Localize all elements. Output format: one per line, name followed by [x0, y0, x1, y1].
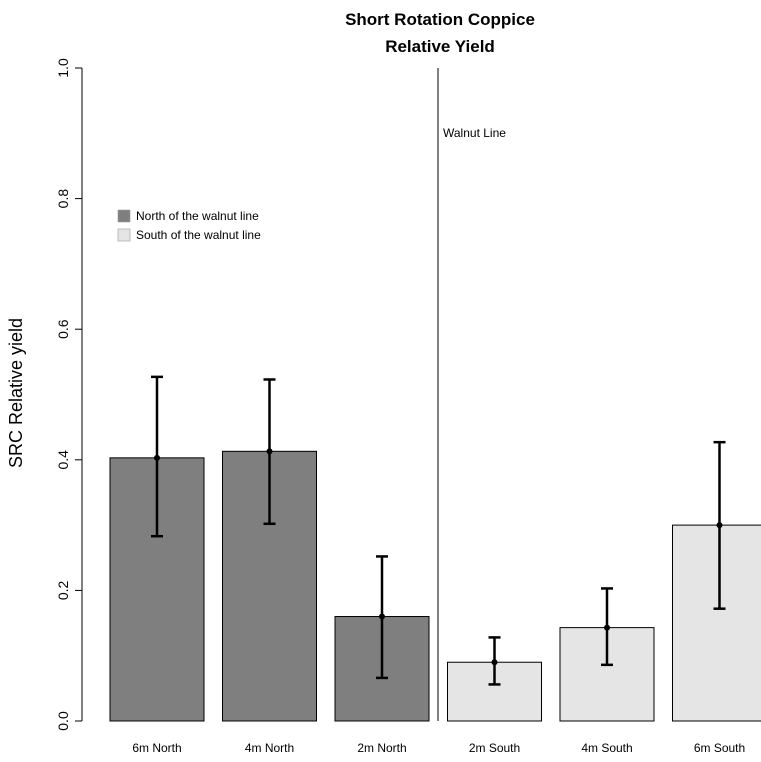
- mean-point: [717, 522, 723, 528]
- mean-point: [154, 455, 160, 461]
- y-axis: 0.0 0.2 0.4 0.6 0.8 1.0: [55, 58, 82, 731]
- legend-swatch-north: [118, 210, 130, 222]
- x-tick-label: 4m South: [581, 741, 632, 755]
- y-axis-label: SRC Relative yield: [6, 318, 26, 468]
- legend-label-south: South of the walnut line: [136, 228, 261, 242]
- y-tick-label: 0.8: [55, 189, 71, 209]
- x-tick-labels: 6m North 4m North 2m North 2m South 4m South…: [132, 741, 745, 755]
- mean-point: [604, 625, 610, 631]
- bar-6m-south: [673, 525, 761, 721]
- mean-point: [492, 659, 498, 665]
- legend-swatch-south: [118, 229, 130, 241]
- y-tick-label: 0.0: [55, 711, 71, 731]
- x-tick-label: 4m North: [245, 741, 294, 755]
- legend-label-north: North of the walnut line: [136, 209, 259, 223]
- mean-point: [267, 448, 273, 454]
- x-tick-label: 2m South: [469, 741, 520, 755]
- x-tick-label: 6m South: [694, 741, 745, 755]
- y-tick-label: 0.6: [55, 319, 71, 339]
- y-tick-label: 1.0: [55, 58, 71, 78]
- y-tick-label: 0.4: [55, 450, 71, 470]
- x-tick-label: 6m North: [132, 741, 181, 755]
- chart-title-line-2: Relative Yield: [385, 37, 495, 56]
- mean-point: [379, 614, 385, 620]
- bars: [110, 451, 761, 721]
- legend: North of the walnut line South of the wal…: [118, 209, 261, 242]
- y-tick-label: 0.2: [55, 580, 71, 600]
- chart-title-line-1: Short Rotation Coppice: [345, 10, 535, 29]
- walnut-line-label: Walnut Line: [443, 126, 506, 140]
- x-tick-label: 2m North: [357, 741, 406, 755]
